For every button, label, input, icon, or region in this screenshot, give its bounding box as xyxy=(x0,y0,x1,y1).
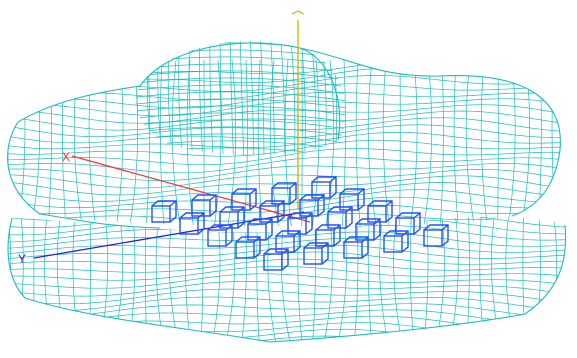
array-element-20 xyxy=(263,248,289,271)
upper-lobe-mesh xyxy=(7,59,561,227)
pattern-outline-0 xyxy=(17,42,561,217)
z-axis-marker-icon xyxy=(291,10,305,15)
array-element-5 xyxy=(179,212,205,235)
x-axis-line xyxy=(71,155,311,223)
pattern-outline-1 xyxy=(7,217,567,343)
pattern-outline-3 xyxy=(299,47,341,141)
array-element-10 xyxy=(207,224,233,247)
array-element-23 xyxy=(383,230,409,253)
y-axis-label: Y xyxy=(18,252,26,266)
array-element-22 xyxy=(343,236,369,259)
array-element-24 xyxy=(423,224,449,247)
array-element-0 xyxy=(151,200,177,223)
radiation-pattern-wireframe xyxy=(7,40,567,343)
x-axis-label: X xyxy=(62,150,70,164)
pattern-outline-2 xyxy=(7,121,161,229)
array-element-21 xyxy=(303,242,329,265)
antenna-array xyxy=(151,176,449,271)
array-element-15 xyxy=(235,236,261,259)
